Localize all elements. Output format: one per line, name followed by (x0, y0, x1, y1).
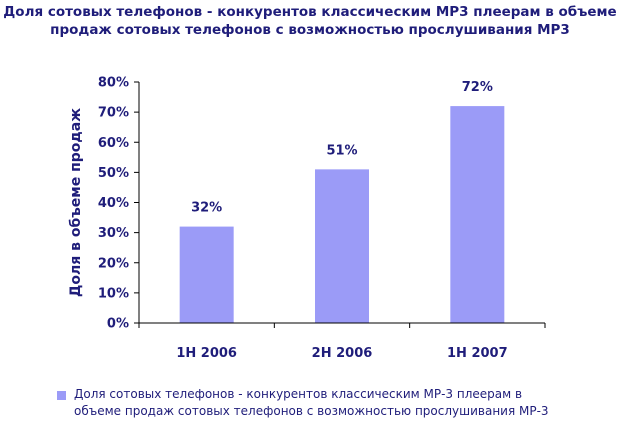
y-tick-label: 30% (98, 226, 129, 241)
y-tick-label: 70% (98, 106, 129, 121)
bar (179, 226, 234, 323)
legend-swatch (57, 391, 66, 400)
chart-title: Доля сотовых телефонов - конкурентов кла… (0, 3, 620, 39)
y-tick-label: 20% (98, 256, 129, 271)
data-label: 72% (462, 80, 493, 95)
y-tick-label: 40% (98, 196, 129, 211)
chart-title-line-2: продаж сотовых телефонов с возможностью … (50, 22, 570, 38)
y-axis-title: Доля в объеме продаж (68, 108, 84, 297)
bar (315, 169, 369, 323)
legend-label-line-1: Доля сотовых телефонов - конкурентов кла… (74, 387, 523, 401)
y-tick-label: 60% (98, 136, 129, 151)
bar (450, 106, 505, 323)
data-label: 51% (326, 143, 357, 158)
x-tick-label: 2H 2006 (312, 346, 373, 361)
data-label: 32% (191, 201, 222, 216)
legend-label: Доля сотовых телефонов - конкурентов кла… (74, 386, 570, 420)
y-tick-label: 50% (98, 166, 129, 181)
legend-label-line-2: объеме продаж сотовых телефонов с возмож… (74, 404, 549, 418)
x-tick-label: 1H 2006 (176, 346, 237, 361)
y-tick-label: 80% (98, 76, 129, 91)
y-tick-label: 10% (98, 286, 129, 301)
chart-legend: Доля сотовых телефонов - конкурентов кла… (50, 386, 570, 420)
chart-title-line-1: Доля сотовых телефонов - конкурентов кла… (3, 4, 617, 20)
y-tick-label: 0% (107, 317, 129, 332)
x-tick-label: 1H 2007 (447, 346, 508, 361)
